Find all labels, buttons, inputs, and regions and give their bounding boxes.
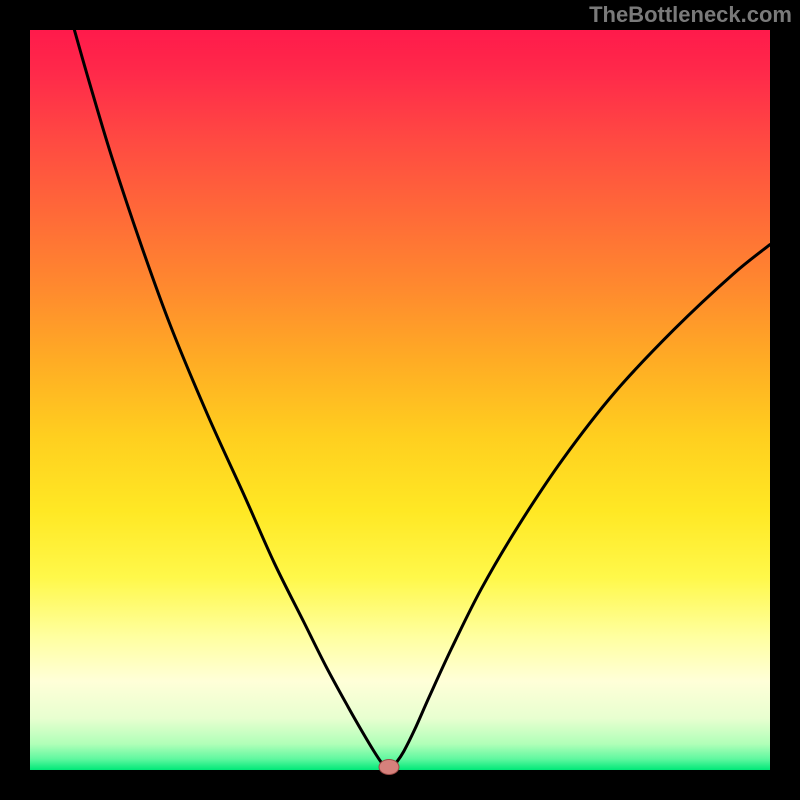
optimum-marker: [378, 759, 399, 775]
plot-area: [30, 30, 770, 770]
gradient-background: [30, 30, 770, 770]
watermark-text: TheBottleneck.com: [589, 2, 792, 28]
figure-container: TheBottleneck.com: [0, 0, 800, 800]
